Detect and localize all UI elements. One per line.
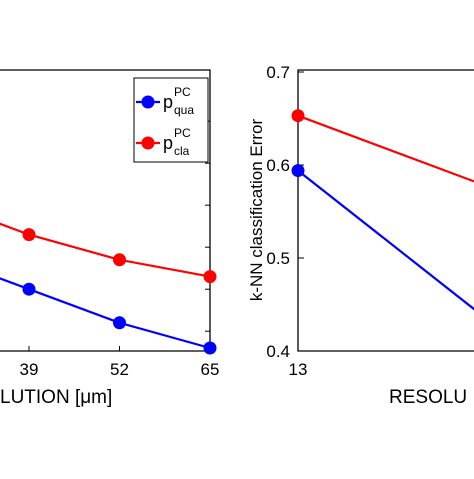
right-series-layer [292,109,474,314]
right-plot-frame [298,70,474,351]
right-series-line-1 [298,116,474,184]
right-y-tick-label: 0.5 [266,249,290,268]
left-series-point-1 [204,270,217,283]
legend-label-qua-sup: PC [174,85,191,99]
left-series-point-0 [113,316,126,329]
left-series-point-1 [113,253,126,266]
right-series-point-0 [292,164,305,177]
left-series-point-0 [23,283,36,296]
legend-label-cla-sub: cla [174,144,190,158]
right-x-tick-label: 13 [289,360,308,379]
right-series-line-0 [298,171,474,314]
legend-label-qua-sub: qua [174,103,194,117]
right-y-tick-label: 0.6 [266,156,290,175]
legend-label-cla-sup: PC [174,126,191,140]
legend-marker-qua [142,96,155,109]
left-x-tick-label: 39 [20,360,39,379]
left-x-tick-label: 52 [110,360,129,379]
legend-label-cla-main: p [163,133,173,153]
right-y-tick-labels: 0.4 0.5 0.6 0.7 [266,63,290,361]
left-series-line-0 [0,256,210,348]
right-x-axis-label: RESOLU [389,387,467,408]
legend-marker-cla [142,137,155,150]
left-x-axis-label: LUTION [μm] [0,387,112,408]
right-x-tick-labels: 13 [289,360,308,379]
right-panel: 0.4 0.5 0.6 0.7 13 k-NN classification Erro… [247,63,474,408]
legend-label-qua-main: p [163,92,173,112]
left-x-tick-label: 65 [201,360,220,379]
left-series-point-0 [204,342,217,355]
right-series-point-1 [292,109,305,122]
legend: p PC qua p PC cla [134,78,208,162]
left-x-tick-labels: 39 52 65 [20,360,220,379]
right-y-tick-label: 0.4 [266,342,290,361]
left-series-point-1 [23,228,36,241]
left-panel: 39 52 65 LUTION [μm] p PC qua p PC [0,70,219,408]
right-y-tick-label: 0.7 [266,63,290,82]
left-series-layer [0,201,217,355]
right-y-axis-label: k-NN classification Error [247,119,266,302]
